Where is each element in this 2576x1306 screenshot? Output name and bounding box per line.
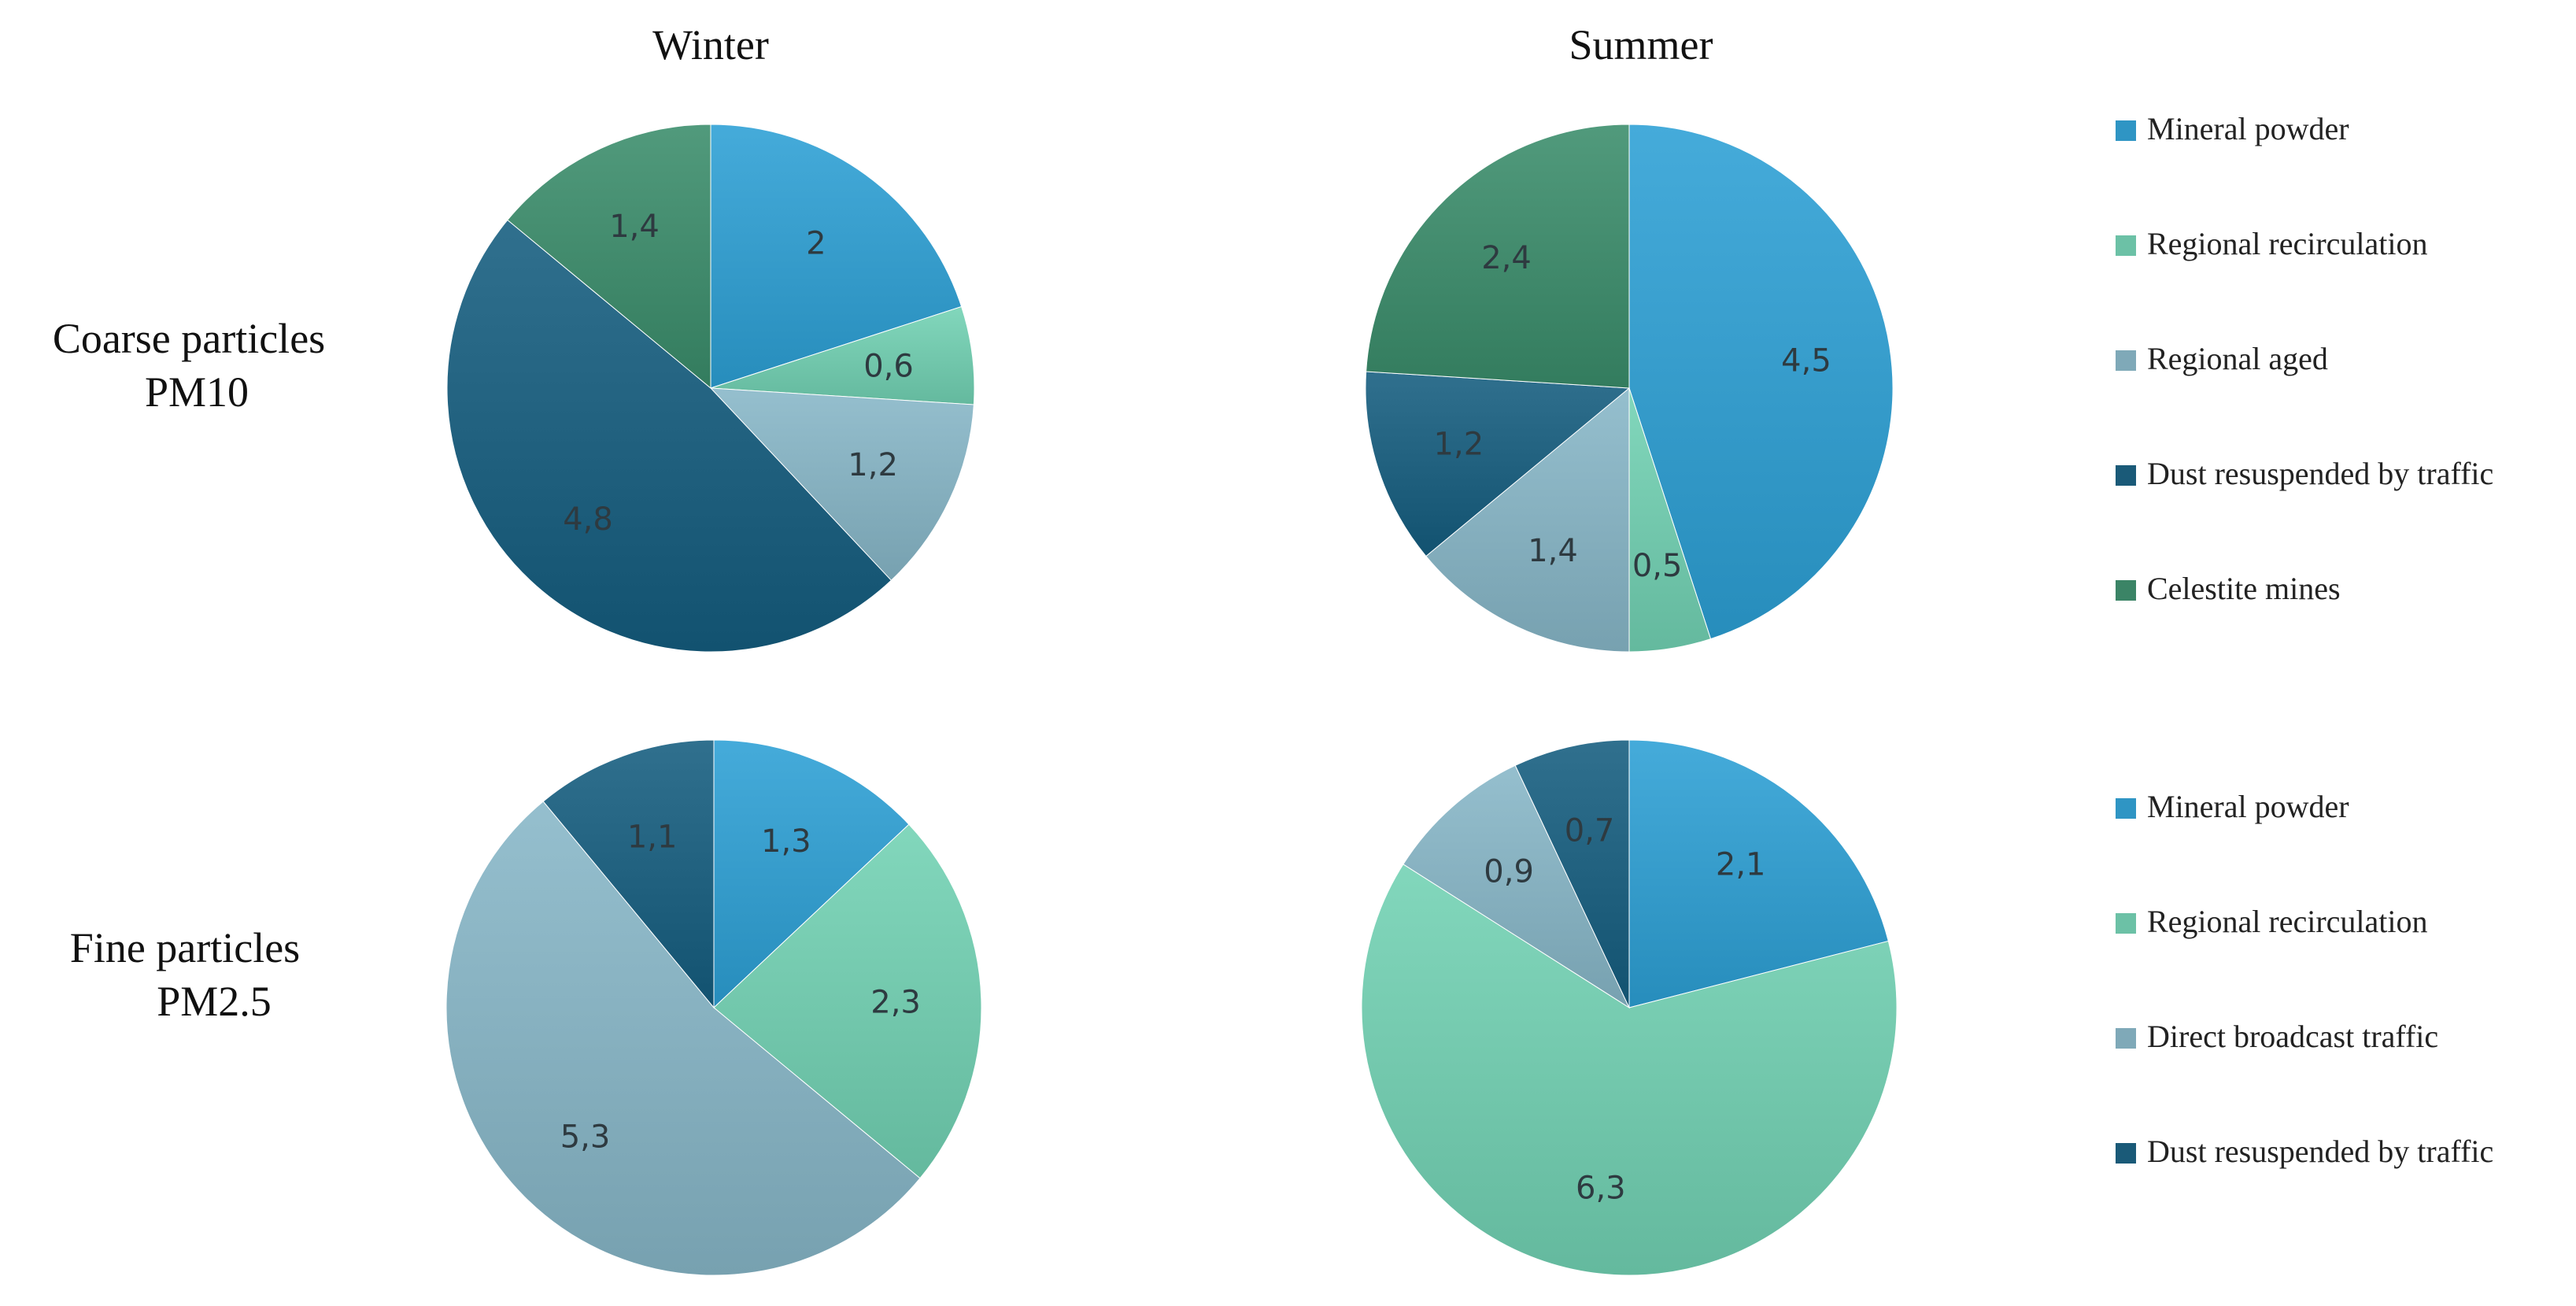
legend-label: Mineral powder [2147, 111, 2349, 146]
legend-swatch [2116, 235, 2136, 256]
legend-item-regional-aged: Regional aged [2116, 341, 2328, 376]
pie-slice-celestite-mines [1366, 124, 1630, 389]
pie-slice-mineral-powder [710, 124, 963, 389]
pie-slice-regional-recirculation [713, 823, 982, 1179]
slice-value-label: 2,1 [1716, 846, 1766, 882]
legend-swatch [2116, 798, 2136, 819]
row-title-fine-line1: Fine particles [70, 924, 300, 971]
legend-swatch [2116, 913, 2136, 934]
legend-item-mineral-powder: Mineral powder [2116, 111, 2349, 146]
slice-value-label: 0,9 [1484, 854, 1534, 890]
legend-swatch [2116, 350, 2136, 371]
legend-item-regional-recirculation: Regional recirculation [2116, 904, 2428, 939]
legend-swatch [2116, 580, 2136, 601]
pie-slice-regional-aged [1425, 387, 1630, 653]
legend-label: Regional aged [2147, 341, 2328, 376]
pie-slice-dust-resuspended-by-traffic [542, 739, 715, 1009]
pie-slice-regional-aged [709, 387, 974, 581]
pie-summer-pm10: 4,5 0,5 1,4 1,2 2,4 [1365, 124, 1894, 653]
slice-value-label: 0,5 [1632, 548, 1683, 584]
slice-value-label: 1,4 [1528, 533, 1578, 569]
slice-value-label: 1,2 [848, 447, 898, 483]
legend-label: Direct broadcast traffic [2147, 1019, 2438, 1054]
legend-item-celestite-mines: Celestite mines [2116, 571, 2341, 606]
slice-value-label: 2,3 [870, 985, 921, 1021]
slice-value-label: 0,6 [863, 348, 914, 384]
column-title-winter: Winter [652, 21, 769, 68]
slice-value-label: 6,3 [1576, 1170, 1626, 1206]
slice-value-label: 1,2 [1434, 426, 1484, 462]
pie-slice-regional-recirculation [1361, 864, 1898, 1276]
slice-value-label: 4,8 [563, 501, 613, 538]
legend-item-mineral-powder: Mineral powder [2116, 789, 2349, 824]
pie-slice-dust-resuspended-by-traffic [1514, 739, 1630, 1008]
legend-swatch [2116, 465, 2136, 486]
pie-slice-mineral-powder [1628, 739, 1889, 1008]
slice-value-label: 2 [806, 226, 826, 262]
pie-slice-dust-resuspended-by-traffic [1365, 371, 1631, 557]
legend-swatch [2116, 1028, 2136, 1049]
column-title-summer: Summer [1569, 21, 1713, 68]
pie-summer-pm25: 2,1 6,3 0,9 0,7 [1361, 739, 1898, 1276]
legends: Mineral powder Regional recirculation Regi… [2116, 111, 2493, 1169]
legend-label: Mineral powder [2147, 789, 2349, 824]
pie-charts: 2 0,6 1,2 4,8 1,4 4,5 0,5 1,4 1,2 2,4 1,3 2,3 5,3 1,1… [445, 124, 1898, 1276]
legend-swatch [2116, 1143, 2136, 1164]
row-title-fine-line2: PM2.5 [157, 978, 272, 1025]
row-title-coarse-line2: PM10 [145, 368, 249, 416]
row-title-fine: Fine particles PM2.5 [70, 924, 300, 1025]
legend-label: Dust resuspended by traffic [2147, 1134, 2493, 1169]
legend-label: Celestite mines [2147, 571, 2341, 606]
pie-slice-mineral-powder [713, 739, 910, 1009]
slice-value-label: 1,1 [627, 819, 678, 855]
legend-coarse: Mineral powder Regional recirculation Regi… [2116, 111, 2493, 606]
legend-item-dust-resuspended-by-traffic: Dust resuspended by traffic [2116, 1134, 2493, 1169]
slice-value-label: 4,5 [1781, 342, 1831, 379]
pie-winter-pm25: 1,3 2,3 5,3 1,1 [445, 739, 982, 1276]
legend-label: Dust resuspended by traffic [2147, 456, 2493, 491]
row-title-coarse: Coarse particles PM10 [53, 315, 325, 416]
slice-value-label: 1,4 [609, 209, 660, 245]
pie-winter-pm10: 2 0,6 1,2 4,8 1,4 [446, 124, 975, 653]
legend-fine: Mineral powder Regional recirculation Dire… [2116, 789, 2493, 1169]
legend-label: Regional recirculation [2147, 226, 2428, 261]
pie-slice-mineral-powder [1628, 124, 1894, 640]
legend-item-direct-broadcast-traffic: Direct broadcast traffic [2116, 1019, 2438, 1054]
legend-swatch [2116, 120, 2136, 141]
pie-slice-direct-broadcast-traffic [1403, 764, 1631, 1009]
slice-value-label: 1,3 [761, 823, 811, 860]
legend-label: Regional recirculation [2147, 904, 2428, 939]
legend-item-dust-resuspended-by-traffic: Dust resuspended by traffic [2116, 456, 2493, 491]
legend-item-regional-recirculation: Regional recirculation [2116, 226, 2428, 261]
slice-value-label: 2,4 [1481, 240, 1532, 276]
slice-value-label: 0,7 [1565, 812, 1615, 849]
pie-slice-dust-resuspended-by-traffic [446, 219, 893, 653]
row-title-coarse-line1: Coarse particles [53, 315, 325, 362]
pie-slice-celestite-mines [507, 124, 711, 390]
pie-slice-direct-broadcast-traffic [445, 801, 921, 1276]
pie-slice-regional-recirculation [710, 305, 975, 405]
slice-value-label: 5,3 [560, 1119, 611, 1155]
